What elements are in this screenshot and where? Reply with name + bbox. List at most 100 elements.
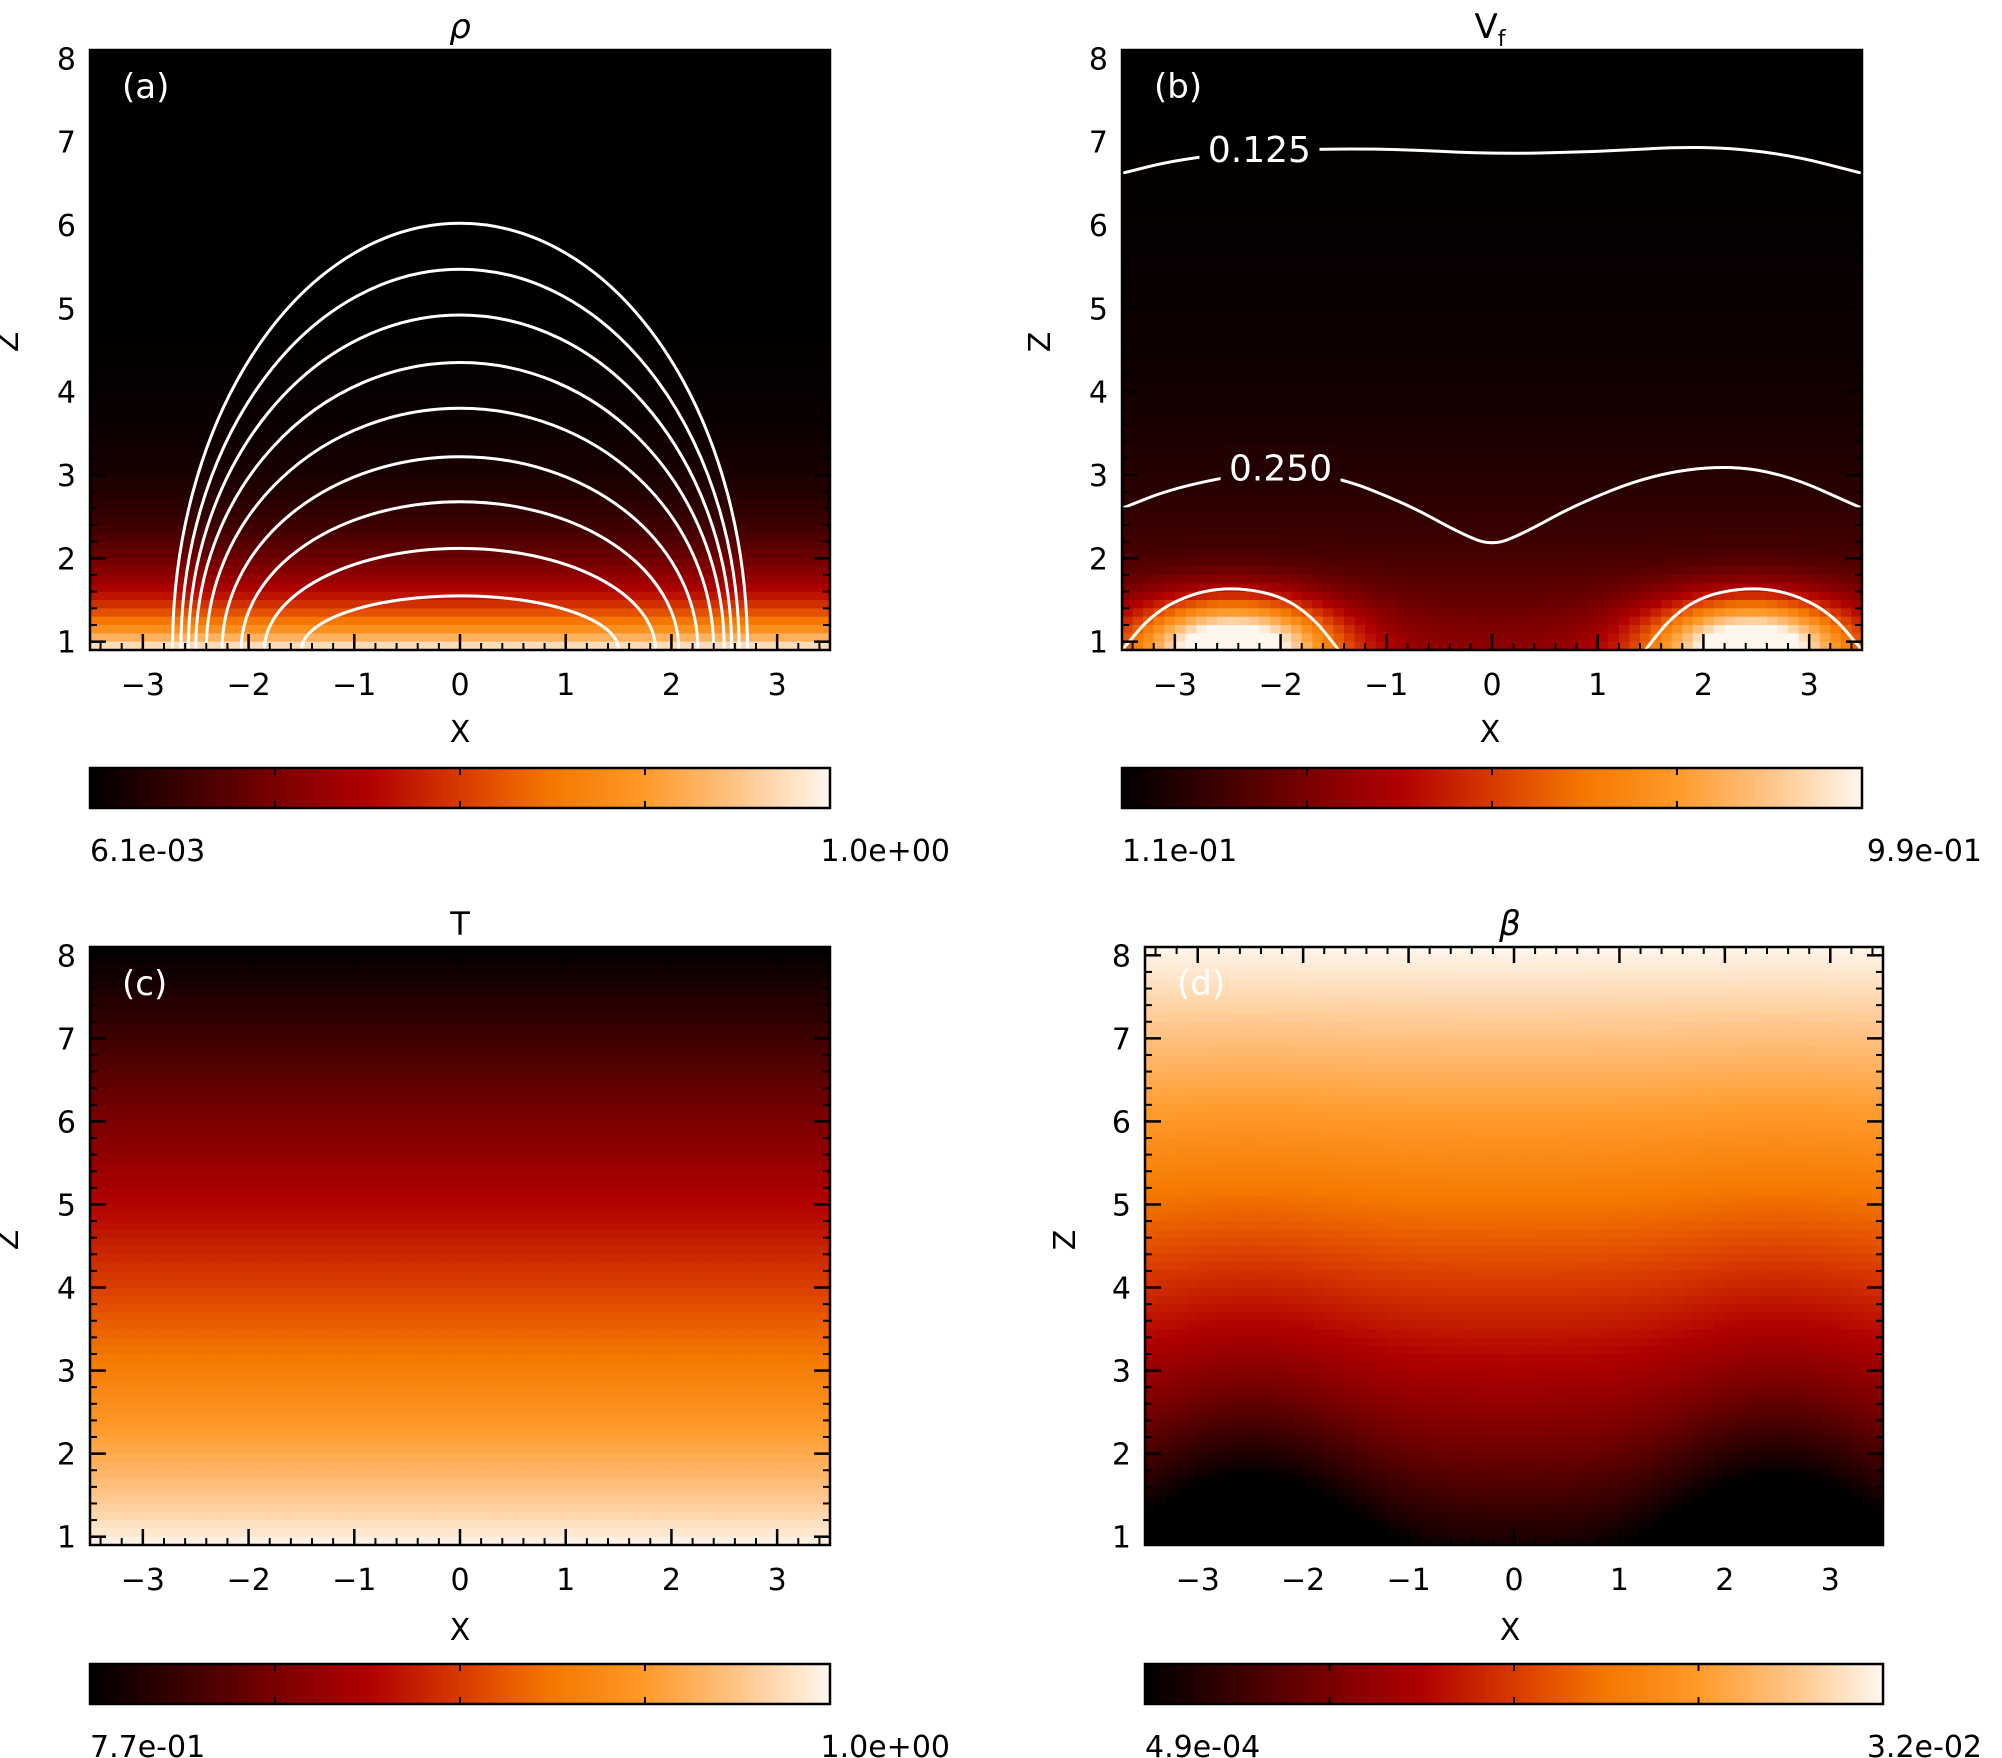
heatmap-cell: [375, 183, 387, 193]
heatmap-cell: [470, 425, 482, 435]
heatmap-cell: [460, 550, 472, 560]
heatmap-cell: [618, 375, 630, 385]
heatmap-cell: [259, 475, 271, 485]
heatmap-cell: [629, 300, 641, 310]
heatmap-cell: [808, 333, 821, 343]
heatmap-cell: [111, 166, 123, 176]
heatmap-cell: [100, 133, 112, 143]
heatmap-cell: [660, 50, 673, 60]
heatmap-cell: [692, 158, 704, 168]
heatmap-cell: [396, 266, 408, 276]
heatmap-cell: [534, 175, 546, 185]
heatmap-cell: [417, 450, 430, 460]
heatmap-cell: [819, 175, 830, 185]
heatmap-cell: [650, 225, 662, 235]
heatmap-cell: [407, 491, 419, 501]
heatmap-cell: [512, 175, 525, 185]
heatmap-cell: [576, 116, 588, 126]
heatmap-cell: [280, 383, 292, 393]
heatmap-cell: [142, 558, 155, 568]
heatmap-cell: [787, 208, 800, 218]
heatmap-cell: [766, 200, 778, 210]
heatmap-cell: [671, 641, 683, 650]
heatmap-cell: [481, 350, 493, 360]
heatmap-cell: [269, 608, 282, 618]
heatmap-cell: [396, 116, 408, 126]
heatmap-cell: [174, 308, 186, 318]
heatmap-cell: [438, 58, 451, 68]
heatmap-cell: [100, 575, 112, 585]
heatmap-cell: [639, 233, 652, 243]
heatmap-cell: [502, 275, 514, 285]
heatmap-cell: [269, 100, 282, 110]
heatmap-cell: [565, 591, 578, 601]
heatmap-cell: [206, 283, 218, 293]
heatmap-cell: [174, 175, 186, 185]
heatmap-cell: [470, 550, 482, 560]
heatmap-cell: [618, 483, 630, 493]
heatmap-cell: [417, 300, 430, 310]
heatmap-cell: [111, 475, 123, 485]
heatmap-cell: [259, 58, 271, 68]
heatmap-cell: [724, 633, 736, 643]
heatmap-cell: [544, 400, 556, 410]
heatmap-cell: [766, 350, 778, 360]
heatmap-cell: [195, 341, 208, 351]
heatmap-cell: [650, 108, 662, 118]
heatmap-cell: [502, 541, 514, 551]
heatmap-cell: [724, 375, 736, 385]
heatmap-cell: [650, 66, 662, 76]
heatmap-cell: [280, 400, 292, 410]
heatmap-cell: [90, 350, 102, 360]
heatmap-cell: [174, 266, 186, 276]
heatmap-cell: [227, 591, 239, 601]
heatmap-cell: [491, 516, 504, 526]
heatmap-cell: [438, 175, 451, 185]
heatmap-cell: [248, 375, 260, 385]
heatmap-cell: [428, 300, 440, 310]
heatmap-cell: [734, 441, 747, 451]
heatmap-cell: [259, 308, 271, 318]
heatmap-cell: [671, 200, 683, 210]
heatmap-cell: [734, 525, 747, 535]
heatmap-cell: [671, 300, 683, 310]
heatmap-cell: [523, 91, 535, 101]
heatmap-cell: [280, 375, 292, 385]
heatmap-cell: [798, 641, 810, 650]
heatmap-cell: [491, 283, 504, 293]
heatmap-cell: [280, 200, 292, 210]
heatmap-cell: [512, 158, 525, 168]
heatmap-cell: [142, 433, 155, 443]
heatmap-cell: [534, 58, 546, 68]
heatmap-cell: [481, 483, 493, 493]
heatmap-cell: [819, 125, 830, 135]
heatmap-cell: [470, 58, 482, 68]
heatmap-cell: [111, 150, 123, 160]
heatmap-cell: [153, 516, 165, 526]
heatmap-cell: [132, 241, 144, 251]
heatmap-cell: [523, 216, 535, 226]
heatmap-cell: [269, 508, 282, 518]
heatmap-cell: [544, 350, 556, 360]
heatmap-cell: [153, 191, 165, 201]
heatmap-cell: [142, 175, 155, 185]
heatmap-cell: [312, 408, 324, 418]
heatmap-cell: [333, 358, 345, 368]
heatmap-cell: [819, 216, 830, 226]
heatmap-cell: [703, 216, 715, 226]
heatmap-cell: [808, 166, 821, 176]
heatmap-cell: [745, 641, 757, 650]
heatmap-cell: [692, 75, 704, 85]
heatmap-cell: [153, 483, 165, 493]
heatmap-cell: [312, 266, 324, 276]
heatmap-cell: [333, 475, 345, 485]
heatmap-cell: [534, 166, 546, 176]
heatmap-cell: [216, 450, 229, 460]
heatmap-cell: [248, 275, 260, 285]
heatmap-cell: [121, 383, 134, 393]
heatmap-cell: [734, 408, 747, 418]
heatmap-cell: [227, 133, 239, 143]
heatmap-cell: [597, 333, 609, 343]
heatmap-cell: [544, 566, 556, 576]
heatmap-cell: [396, 350, 408, 360]
